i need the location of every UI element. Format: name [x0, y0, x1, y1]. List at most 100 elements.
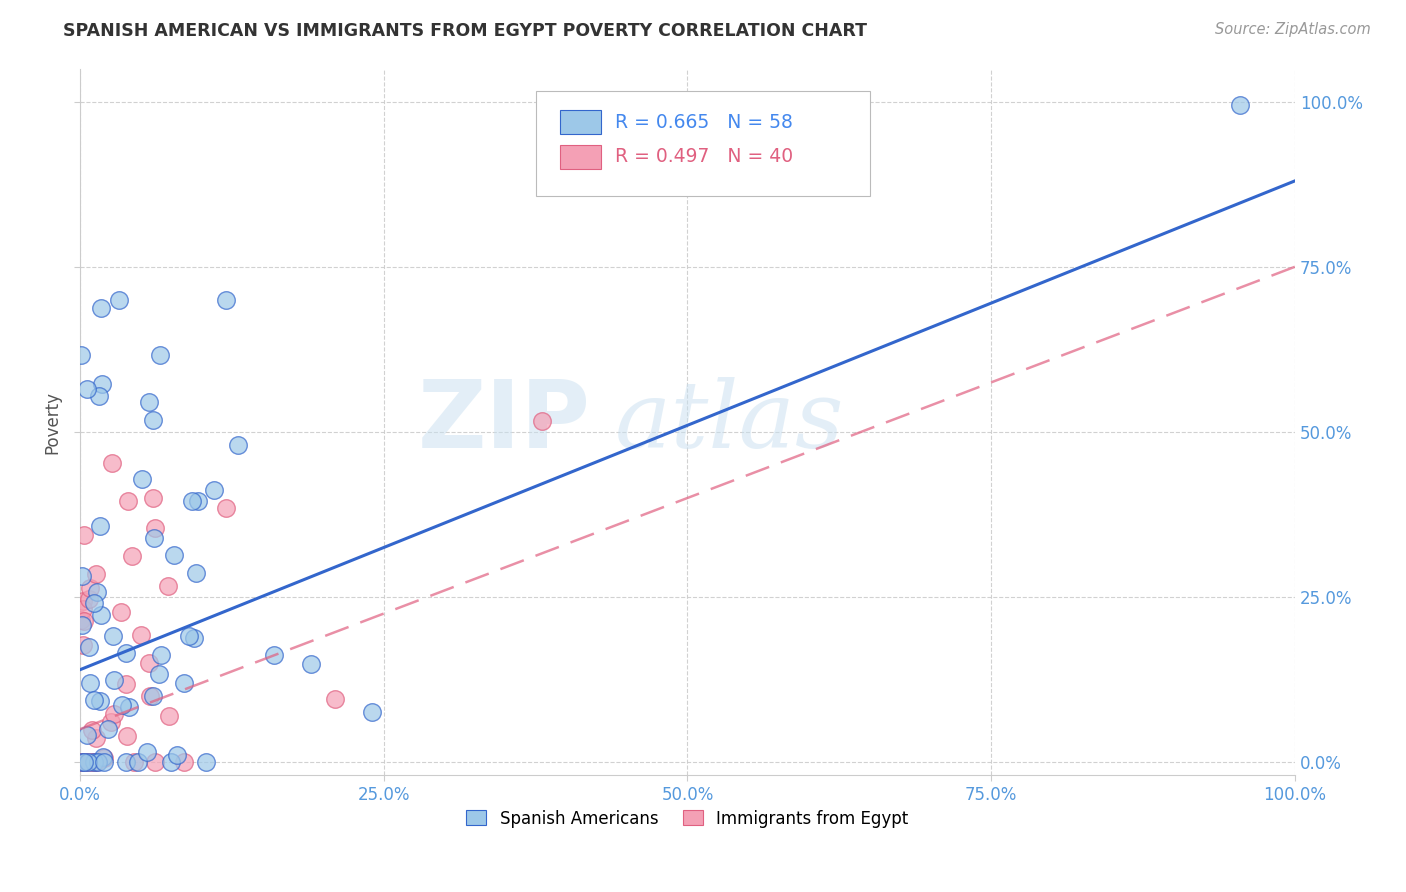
- Point: [89, 694, 111, 708]
- Point: [157, 579, 180, 593]
- Point: [184, 566, 207, 581]
- Point: [1229, 98, 1251, 112]
- Point: [173, 756, 195, 770]
- Point: [143, 531, 166, 545]
- Point: [70, 348, 93, 362]
- Point: [180, 494, 202, 508]
- Text: SPANISH AMERICAN VS IMMIGRANTS FROM EGYPT POVERTY CORRELATION CHART: SPANISH AMERICAN VS IMMIGRANTS FROM EGYP…: [63, 22, 868, 40]
- FancyBboxPatch shape: [560, 111, 602, 135]
- Point: [76, 756, 98, 770]
- Point: [124, 756, 146, 770]
- Point: [138, 689, 160, 703]
- Point: [72, 594, 94, 608]
- Point: [136, 745, 159, 759]
- Point: [187, 494, 209, 508]
- Point: [70, 756, 93, 770]
- Text: Source: ZipAtlas.com: Source: ZipAtlas.com: [1215, 22, 1371, 37]
- Point: [70, 613, 93, 627]
- Point: [202, 483, 225, 498]
- Point: [84, 731, 107, 745]
- Point: [73, 614, 96, 628]
- Text: R = 0.665   N = 58: R = 0.665 N = 58: [614, 112, 793, 132]
- Point: [173, 676, 195, 690]
- Point: [103, 629, 125, 643]
- Legend: Spanish Americans, Immigrants from Egypt: Spanish Americans, Immigrants from Egypt: [460, 803, 915, 834]
- Point: [76, 382, 98, 396]
- Point: [84, 756, 107, 770]
- Point: [108, 293, 131, 307]
- Point: [70, 569, 93, 583]
- Point: [150, 648, 173, 663]
- Point: [97, 723, 120, 737]
- Point: [145, 756, 167, 770]
- Point: [163, 548, 186, 562]
- Point: [127, 756, 149, 770]
- Point: [195, 756, 218, 770]
- Point: [263, 648, 285, 662]
- Point: [118, 700, 141, 714]
- Point: [93, 751, 115, 765]
- Point: [299, 657, 322, 672]
- Point: [79, 640, 101, 655]
- Point: [90, 607, 112, 622]
- Point: [215, 500, 238, 515]
- Point: [131, 472, 153, 486]
- Point: [82, 756, 104, 770]
- Point: [93, 756, 115, 770]
- Point: [87, 756, 110, 770]
- Point: [360, 706, 382, 720]
- Point: [72, 638, 94, 652]
- Point: [117, 494, 139, 508]
- Point: [143, 521, 166, 535]
- Point: [73, 756, 96, 770]
- Point: [100, 456, 122, 470]
- Point: [70, 756, 93, 770]
- Point: [73, 527, 96, 541]
- Point: [138, 395, 160, 409]
- Point: [226, 438, 249, 452]
- Point: [100, 714, 122, 729]
- Point: [149, 348, 172, 362]
- Point: [84, 566, 107, 581]
- Point: [142, 491, 165, 505]
- Point: [83, 693, 105, 707]
- Point: [142, 689, 165, 703]
- Point: [111, 698, 134, 712]
- Point: [90, 301, 112, 315]
- Point: [530, 414, 553, 428]
- Point: [86, 584, 108, 599]
- Point: [103, 707, 125, 722]
- Point: [83, 596, 105, 610]
- Point: [72, 756, 94, 770]
- Point: [79, 676, 101, 690]
- Point: [82, 723, 104, 738]
- Point: [72, 602, 94, 616]
- Point: [73, 756, 96, 770]
- Point: [179, 629, 201, 643]
- Point: [215, 293, 238, 307]
- Text: ZIP: ZIP: [418, 376, 591, 468]
- Point: [84, 756, 107, 770]
- Point: [115, 729, 138, 743]
- Point: [160, 756, 183, 770]
- Point: [103, 673, 125, 688]
- FancyBboxPatch shape: [560, 145, 602, 169]
- Point: [76, 728, 98, 742]
- Point: [93, 750, 115, 764]
- Point: [138, 656, 160, 670]
- Point: [115, 756, 138, 770]
- FancyBboxPatch shape: [536, 91, 870, 195]
- Point: [87, 389, 110, 403]
- Point: [77, 756, 100, 770]
- Text: atlas: atlas: [614, 377, 844, 467]
- Point: [142, 412, 165, 426]
- Y-axis label: Poverty: Poverty: [44, 391, 60, 453]
- Point: [131, 628, 153, 642]
- Point: [166, 748, 188, 763]
- Point: [115, 647, 138, 661]
- Point: [148, 667, 170, 681]
- Point: [83, 756, 105, 770]
- Point: [91, 376, 114, 391]
- Text: R = 0.497   N = 40: R = 0.497 N = 40: [614, 147, 793, 167]
- Point: [323, 692, 346, 706]
